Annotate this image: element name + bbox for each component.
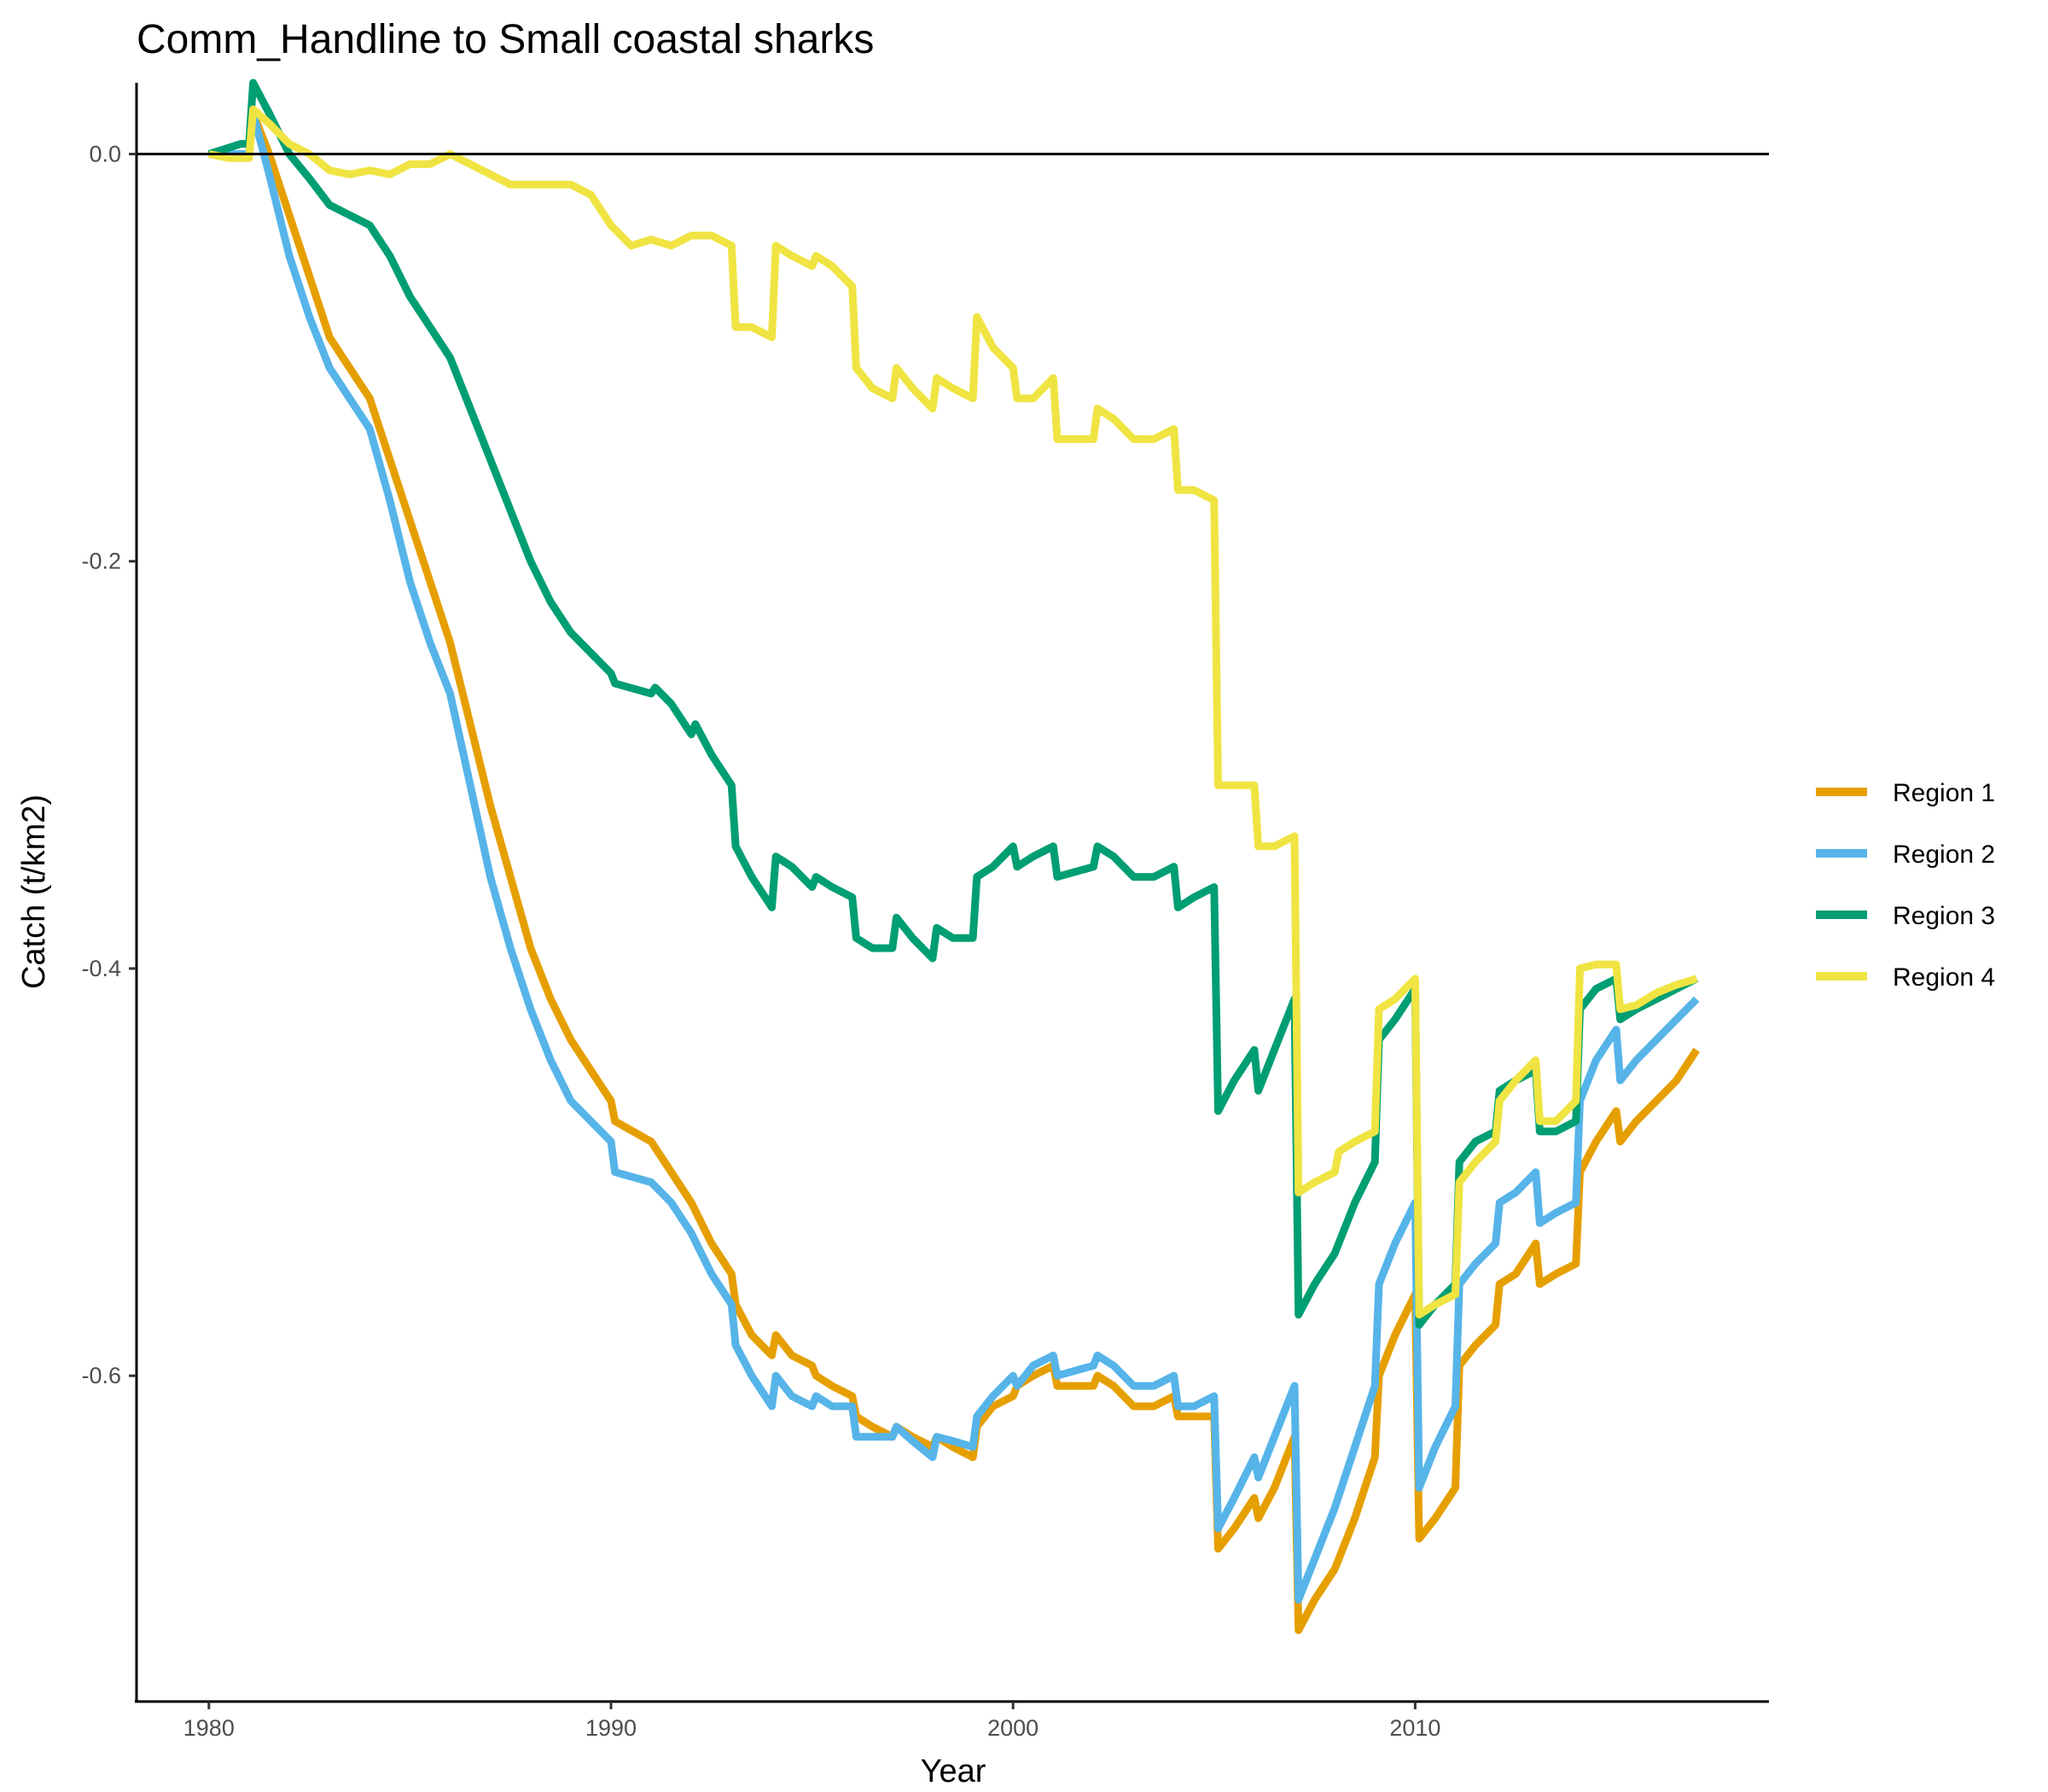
x-tick-label: 1990: [585, 1715, 637, 1741]
legend-label-region-4: Region 4: [1893, 963, 1995, 992]
y-axis-ticks: 0.0 -0.2 -0.4 -0.6: [81, 142, 137, 1388]
series-line-region-4: [207, 105, 1698, 1319]
series-line-region-3: [207, 79, 1699, 1329]
series-line-region-1: [208, 109, 1700, 1634]
y-axis-title: Catch (t/km2): [16, 794, 52, 989]
legend-label-region-3: Region 3: [1893, 902, 1995, 930]
x-axis-ticks: 1980 1990 2000 2010: [183, 1702, 1440, 1741]
legend-label-region-1: Region 1: [1893, 779, 1995, 807]
y-tick-label: 0.0: [89, 142, 121, 167]
chart-title: Comm_Handline to Small coastal sharks: [137, 17, 874, 62]
x-tick-label: 2010: [1389, 1715, 1440, 1741]
series-layer: [207, 79, 1700, 1634]
x-axis-title: Year: [921, 1754, 986, 1789]
legend: Region 1 Region 2 Region 3 Region 4: [1816, 779, 1995, 992]
legend-label-region-2: Region 2: [1893, 841, 1995, 869]
x-tick-label: 2000: [987, 1715, 1039, 1741]
series-line-region-2: [208, 109, 1700, 1604]
y-tick-label: -0.4: [81, 956, 121, 981]
y-tick-label: -0.6: [81, 1363, 121, 1388]
x-tick-label: 1980: [183, 1715, 235, 1741]
y-tick-label: -0.2: [81, 549, 121, 574]
